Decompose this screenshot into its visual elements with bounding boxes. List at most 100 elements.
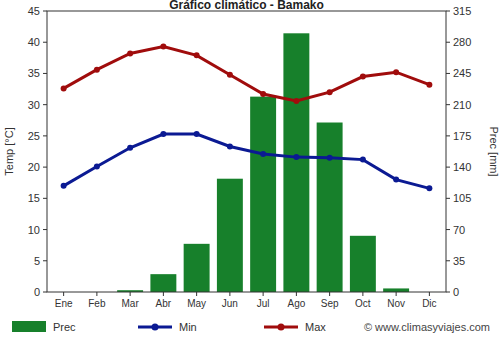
tick (296, 292, 297, 296)
tick (229, 292, 230, 296)
tick (329, 292, 330, 296)
legend-marker (152, 324, 159, 331)
tick-label: 20 (28, 161, 40, 173)
tick-label: 15 (28, 192, 40, 204)
tick-label: 30 (28, 99, 40, 111)
tick (446, 229, 450, 230)
marker (260, 91, 266, 97)
tick (43, 73, 47, 74)
marker (194, 52, 200, 58)
tick-label: 40 (28, 36, 40, 48)
tick-label: 175 (453, 130, 471, 142)
tick-label: 35 (453, 255, 465, 267)
marker (260, 151, 266, 157)
line (64, 134, 430, 188)
tick-label: Nov (387, 298, 405, 309)
marker (327, 155, 333, 161)
tick (263, 292, 264, 296)
tick-label: Sep (321, 298, 339, 309)
tick-label: 140 (453, 161, 471, 173)
tick (446, 167, 450, 168)
bar (317, 123, 343, 292)
marker (360, 157, 366, 163)
tick-label: 105 (453, 192, 471, 204)
tick-label: Mar (122, 298, 140, 309)
tick (96, 292, 97, 296)
tick (43, 135, 47, 136)
tick (429, 292, 430, 296)
tick-label: Ago (287, 298, 305, 309)
marker (94, 67, 100, 73)
tick-label: Oct (355, 298, 371, 309)
tick-label: 245 (453, 67, 471, 79)
tick (446, 104, 450, 105)
tick (446, 292, 450, 293)
marker (160, 44, 166, 50)
marker (61, 85, 67, 91)
tick (43, 198, 47, 199)
tick-label: 0 (453, 286, 459, 298)
tick (446, 42, 450, 43)
tick (43, 167, 47, 168)
title: Gráfico climático - Bamako (169, 0, 324, 12)
tick (196, 292, 197, 296)
tick (43, 229, 47, 230)
frame (47, 11, 446, 292)
tick-label: 35 (28, 67, 40, 79)
legend-label: Prec (53, 321, 76, 333)
marker (327, 89, 333, 95)
bar (217, 179, 243, 292)
tick-label: 280 (453, 36, 471, 48)
tick (446, 260, 450, 261)
tick (43, 104, 47, 105)
tick-label: Jul (257, 298, 270, 309)
marker (61, 183, 67, 189)
tick-label: 5 (34, 255, 40, 267)
tick-label: Dic (422, 298, 436, 309)
bar (283, 33, 309, 292)
marker (293, 98, 299, 104)
tick (446, 73, 450, 74)
marker (227, 144, 233, 150)
tick (446, 11, 450, 12)
tick-label: Jun (222, 298, 238, 309)
marker (426, 82, 432, 88)
bar (383, 288, 409, 292)
tick (43, 292, 47, 293)
marker (127, 145, 133, 151)
tick-label: 210 (453, 99, 471, 111)
tick (43, 260, 47, 261)
tick-label: Ene (55, 298, 73, 309)
marker (293, 154, 299, 160)
bar (250, 97, 276, 292)
marker (227, 72, 233, 78)
marker (127, 50, 133, 56)
legend-swatch (12, 321, 46, 332)
marker (393, 69, 399, 75)
legend-marker (278, 324, 285, 331)
tick (130, 292, 131, 296)
tick-label: 70 (453, 224, 465, 236)
tick (396, 292, 397, 296)
tick (163, 292, 164, 296)
marker (194, 131, 200, 137)
bar (150, 274, 176, 292)
tick-label: Abr (156, 298, 172, 309)
bar (350, 236, 376, 292)
axis-label: Temp [°C] (3, 127, 15, 175)
tick-label: 10 (28, 224, 40, 236)
bar (184, 244, 210, 292)
legend-label: Max (305, 321, 326, 333)
tick-label: Feb (88, 298, 106, 309)
tick (446, 198, 450, 199)
axis-label: Prec [mm] (488, 126, 500, 176)
background (0, 0, 500, 350)
marker (360, 74, 366, 80)
tick (63, 292, 64, 296)
tick-label: 315 (453, 5, 471, 17)
tick (43, 11, 47, 12)
tick-label: 0 (34, 286, 40, 298)
chart: Gráfico climático - Bamako05101520253035… (0, 0, 500, 350)
plot-area (61, 33, 433, 292)
marker (94, 163, 100, 169)
